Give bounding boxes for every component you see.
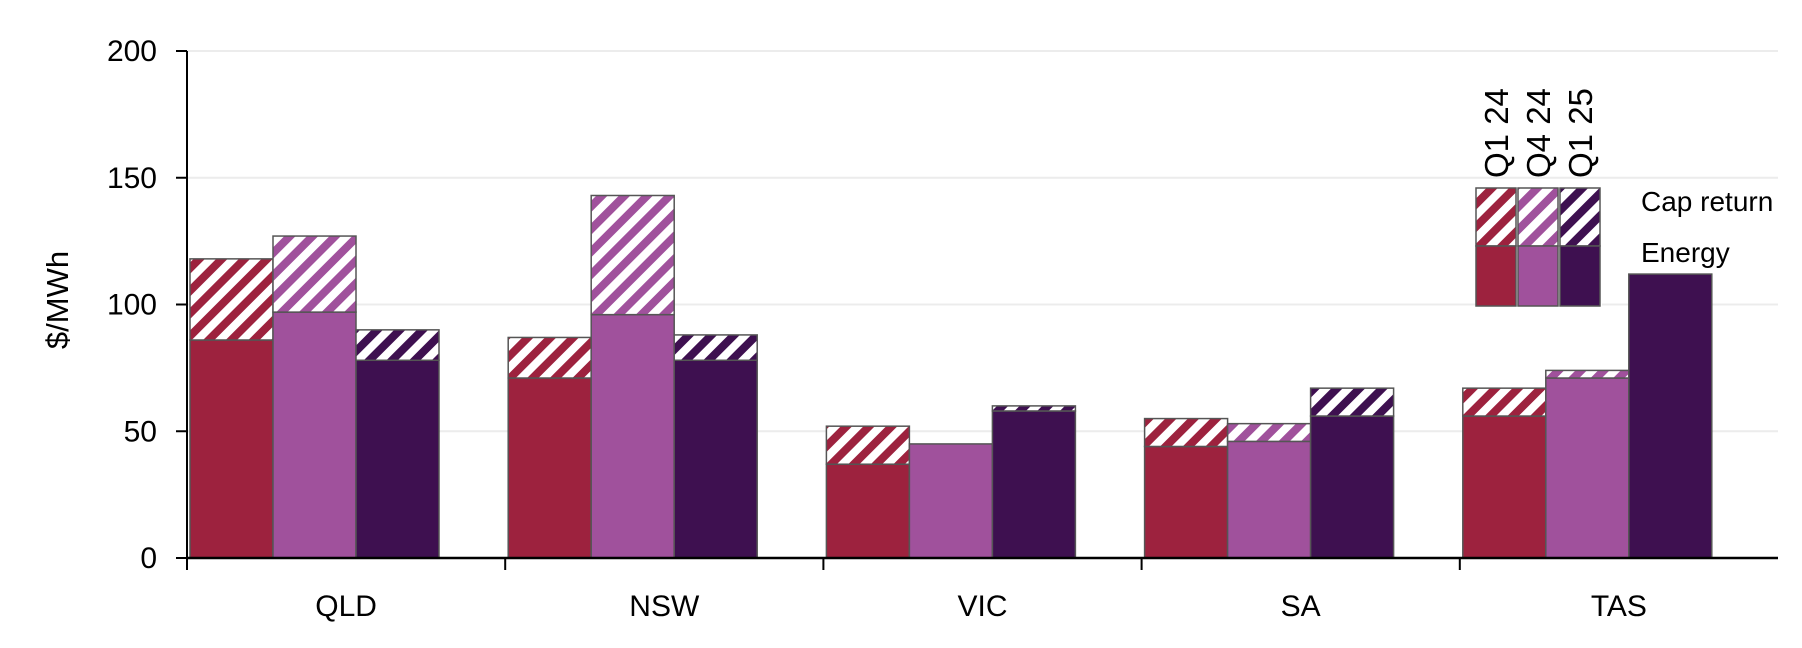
legend-swatch-energy-q1-25 xyxy=(1559,245,1601,307)
legend-series-label-q4-24: Q4 24 xyxy=(1520,88,1557,178)
y-tick-label: 0 xyxy=(140,542,157,575)
bar-cap-return-qld-q4-24 xyxy=(272,235,357,313)
bar-cap-return-tas-q4-24 xyxy=(1545,369,1630,379)
bar-energy-qld-q1-24 xyxy=(189,339,274,559)
bar-cap-return-sa-q4-24 xyxy=(1226,422,1312,443)
bar-cap-return-nsw-q1-25 xyxy=(673,334,758,362)
bar-energy-tas-q1-24 xyxy=(1462,415,1547,559)
bar-cap-return-vic-q1-25 xyxy=(991,405,1077,412)
bar-energy-vic-q4-24 xyxy=(908,443,994,559)
bar-cap-return-sa-q1-24 xyxy=(1143,417,1229,448)
legend-series-label-q1-24: Q1 24 xyxy=(1478,88,1515,178)
y-tick-label: 150 xyxy=(107,162,157,195)
bar-energy-nsw-q1-25 xyxy=(673,359,758,559)
bar-energy-sa-q4-24 xyxy=(1226,440,1312,559)
bar-cap-return-nsw-q1-24 xyxy=(507,336,592,379)
bar-energy-sa-q1-24 xyxy=(1143,445,1229,559)
bar-cap-return-sa-q1-25 xyxy=(1309,387,1395,417)
legend-series-label-q1-25: Q1 25 xyxy=(1562,88,1599,178)
y-axis-label: $/MWh xyxy=(40,251,75,349)
bar-cap-return-qld-q1-24 xyxy=(189,258,274,341)
legend-swatch-cap-return-q4-24 xyxy=(1517,187,1559,247)
bar-energy-qld-q4-24 xyxy=(272,311,357,559)
axes: 0 50 100 150 200 QLD NSW VIC SA TAS xyxy=(107,35,1778,623)
x-tick-label-qld: QLD xyxy=(315,590,377,623)
legend-swatch-energy-q4-24 xyxy=(1517,245,1559,307)
y-tick-label: 100 xyxy=(107,289,157,322)
x-tick-label-vic: VIC xyxy=(957,590,1007,623)
legend-label-energy: Energy xyxy=(1641,237,1730,268)
bar-cap-return-vic-q1-24 xyxy=(825,425,911,465)
y-tick-label: 50 xyxy=(124,415,157,448)
bar-energy-vic-q1-25 xyxy=(991,410,1077,559)
bar-energy-nsw-q4-24 xyxy=(590,313,675,559)
x-tick-label-nsw: NSW xyxy=(629,590,700,623)
legend-swatch-cap-return-q1-24 xyxy=(1475,187,1517,247)
x-tick-label-sa: SA xyxy=(1281,590,1321,623)
bar-energy-nsw-q1-24 xyxy=(507,377,592,559)
bar-energy-vic-q1-24 xyxy=(825,463,911,559)
legend-label-cap-return: Cap return xyxy=(1641,186,1773,217)
bars xyxy=(189,194,1713,559)
legend-swatch-cap-return-q1-25 xyxy=(1559,187,1601,247)
legend: Q1 24 Q4 24 Q1 25 Cap return Energy xyxy=(1475,88,1773,307)
bar-energy-qld-q1-25 xyxy=(355,359,440,559)
y-tick-label: 200 xyxy=(107,35,157,68)
bar-energy-tas-q4-24 xyxy=(1545,377,1630,559)
legend-swatch-energy-q1-24 xyxy=(1475,245,1517,307)
bar-energy-sa-q1-25 xyxy=(1309,415,1395,559)
bar-cap-return-nsw-q4-24 xyxy=(590,194,675,316)
bar-cap-return-tas-q1-24 xyxy=(1462,387,1547,417)
bar-cap-return-qld-q1-25 xyxy=(355,329,440,362)
bar-energy-tas-q1-25 xyxy=(1628,273,1713,559)
x-tick-label-tas: TAS xyxy=(1591,590,1647,623)
